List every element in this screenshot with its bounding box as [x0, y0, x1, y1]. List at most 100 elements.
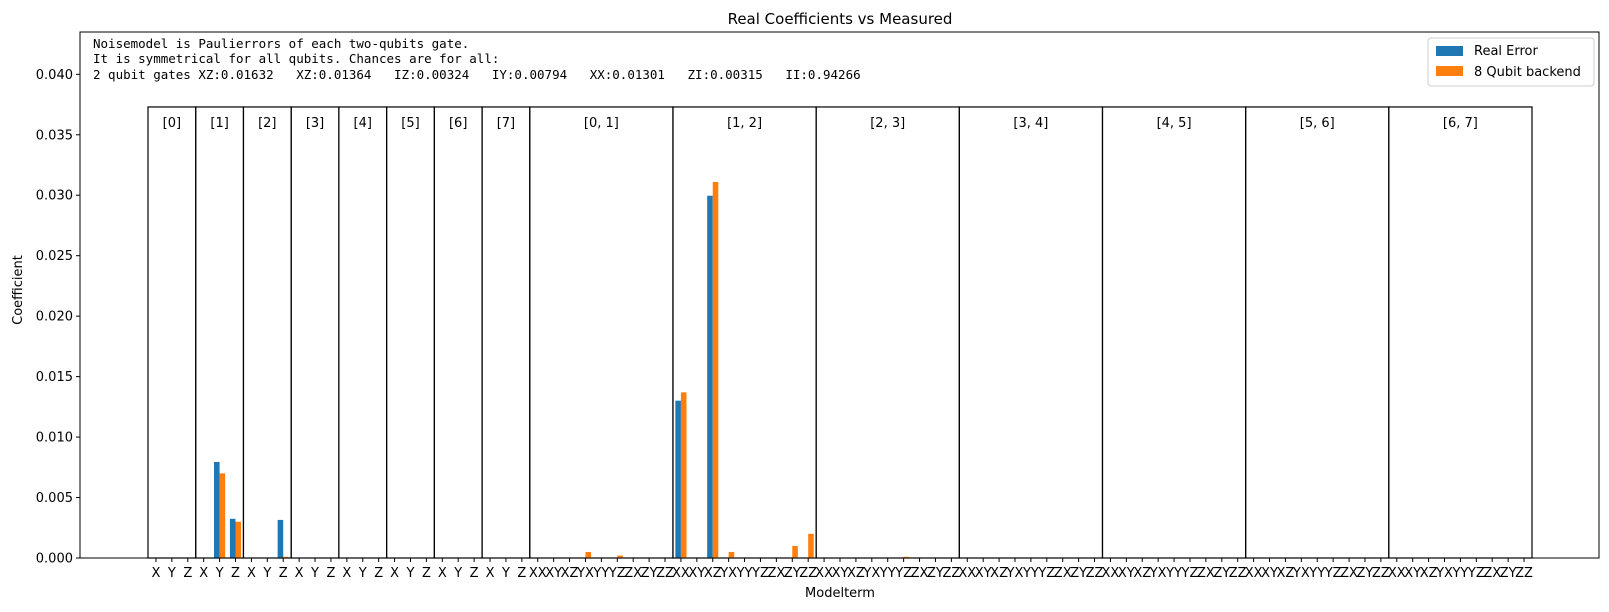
y-tick-label: 0.025 [36, 249, 73, 264]
x-tick-label: ZY [784, 566, 801, 581]
bar-real-error [229, 518, 236, 558]
x-tick-label: X [342, 566, 351, 581]
group-box [815, 106, 960, 559]
x-tick-label: XZ [1277, 566, 1295, 581]
group-label: [0, 1] [584, 116, 619, 131]
group-box [386, 106, 435, 559]
x-tick-label: ZX [1054, 566, 1072, 581]
group-label: [1, 2] [727, 116, 762, 131]
x-tick-label: Y [501, 566, 510, 581]
bar-8-qubit-backend [792, 545, 798, 558]
x-tick-label: Y [310, 566, 319, 581]
x-tick-label: Z [470, 566, 479, 581]
group-label: [3] [306, 116, 324, 131]
x-tick-label: ZX [1340, 566, 1358, 581]
x-tick-label: YX [1006, 566, 1024, 581]
x-tick-label: YZ [1181, 566, 1199, 581]
group-label: [2, 3] [870, 116, 905, 131]
group-label: [6] [449, 116, 467, 131]
bar-8-qubit-backend [219, 473, 226, 558]
x-tick-label: YY [1308, 566, 1325, 581]
bar-8-qubit-backend [728, 551, 735, 558]
x-tick-label: X [390, 566, 399, 581]
x-tick-label: Z [422, 566, 431, 581]
group-box [433, 106, 483, 559]
x-tick-label: ZZ [656, 566, 674, 581]
y-tick-label: 0.005 [36, 491, 73, 506]
x-tick-label: ZX [624, 566, 642, 581]
x-tick-label: X [199, 566, 208, 581]
x-tick-label: ZX [767, 566, 785, 581]
group-label: [5, 6] [1300, 116, 1335, 131]
x-tick-label: XY [1261, 566, 1278, 581]
x-tick-label: XZ [561, 566, 579, 581]
x-tick-label: YX [862, 566, 880, 581]
x-tick-label: XY [688, 566, 705, 581]
group-box [1101, 106, 1247, 559]
x-tick-label: YZ [894, 566, 912, 581]
x-tick-label: XX [672, 566, 690, 581]
x-tick-label: XZ [1133, 566, 1151, 581]
x-tick-label: ZY [1070, 566, 1087, 581]
x-tick-label: ZZ [1229, 566, 1247, 581]
chart-title: Real Coefficients vs Measured [728, 10, 953, 28]
x-tick-label: ZZ [1515, 566, 1533, 581]
x-tick-label: Z [231, 566, 240, 581]
group-label: [2] [258, 116, 276, 131]
x-tick-label: X [152, 566, 161, 581]
bar-8-qubit-backend [617, 555, 623, 558]
x-axis-label: Modelterm [805, 586, 875, 601]
x-tick-label: XX [1245, 566, 1263, 581]
x-tick-label: YY [1022, 566, 1039, 581]
x-tick-label: YX [1435, 566, 1453, 581]
y-tick-label: 0.010 [36, 431, 73, 446]
x-tick-label: ZX [1483, 566, 1501, 581]
group-box [672, 106, 817, 559]
x-tick-label: YZ [1467, 566, 1485, 581]
group-box [338, 106, 388, 559]
x-tick-label: XX [529, 566, 547, 581]
x-tick-label: XZ [704, 566, 722, 581]
x-tick-label: YX [719, 566, 737, 581]
y-tick-label: 0.035 [36, 128, 73, 143]
x-tick-label: ZX [911, 566, 929, 581]
legend-swatch-real-error [1436, 46, 1463, 56]
x-tick-label: Y [167, 566, 176, 581]
x-tick-label: XY [1118, 566, 1135, 581]
x-tick-label: ZZ [1086, 566, 1104, 581]
bar-real-error [214, 461, 220, 558]
legend: Real Error 8 Qubit backend [1427, 37, 1595, 87]
bar-real-error [675, 400, 681, 558]
annotation-box: Noisemodel is Paulierrors of each two-qu… [93, 36, 861, 82]
group-label: [3, 4] [1013, 116, 1048, 131]
x-tick-label: XY [545, 566, 562, 581]
group-box [529, 106, 674, 559]
bar-real-error [707, 195, 713, 559]
annotation-line-3: 2 qubit gates XZ:0.01632 XZ:0.01364 IZ:0… [93, 67, 861, 82]
x-tick-label: XZ [847, 566, 865, 581]
bar-real-error [277, 519, 284, 558]
x-tick-label: YY [1165, 566, 1182, 581]
x-tick-label: YX [1292, 566, 1310, 581]
bar-8-qubit-backend [235, 521, 242, 558]
group-label: [0] [163, 116, 181, 131]
y-axis-label: Coefficient [11, 255, 26, 325]
group-label: [5] [401, 116, 419, 131]
legend-frame [1427, 37, 1595, 87]
x-tick-label: Y [453, 566, 462, 581]
bar-8-qubit-backend [808, 533, 814, 558]
x-tick-label: Y [215, 566, 224, 581]
bar-8-qubit-backend [903, 556, 910, 558]
group-box [958, 106, 1104, 559]
x-tick-label: YY [1451, 566, 1468, 581]
x-tick-label: ZZ [942, 566, 960, 581]
x-tick-label: Z [279, 566, 288, 581]
group-label: [7] [497, 116, 515, 131]
annotation-line-2: It is symmetrical for all qubits. Chance… [93, 51, 499, 66]
x-tick-label: ZZ [799, 566, 817, 581]
x-tick-label: XX [958, 566, 976, 581]
x-tick-label: X [247, 566, 256, 581]
x-tick-label: X [486, 566, 495, 581]
x-tick-label: YZ [751, 566, 769, 581]
x-tick-label: YX [576, 566, 594, 581]
